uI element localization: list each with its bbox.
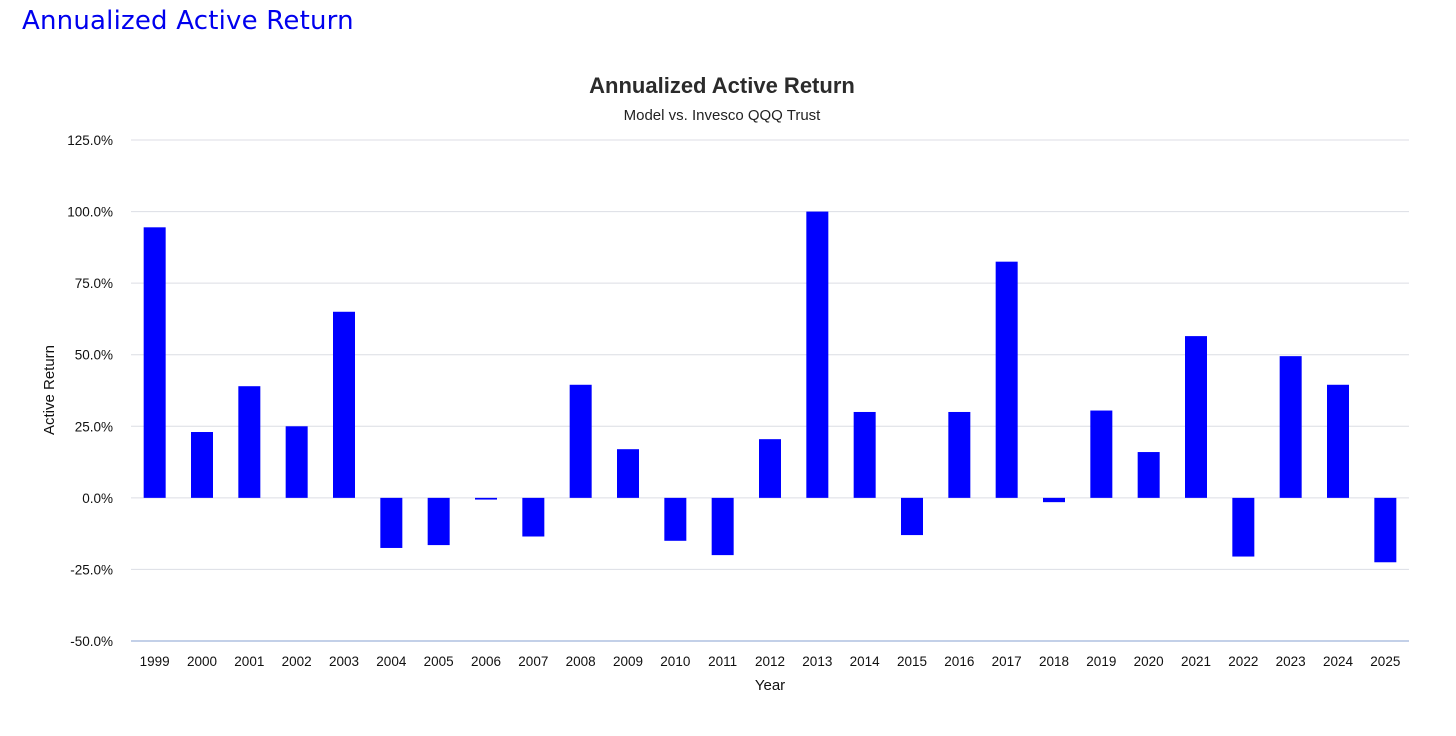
bar-2003 <box>333 311 355 498</box>
x-tick-label: 2004 <box>376 654 407 669</box>
gridlines <box>131 139 1409 642</box>
x-tick-label: 2019 <box>1086 654 1116 669</box>
bar-2006 <box>475 497 497 500</box>
y-tick-label: 125.0% <box>67 133 113 148</box>
x-tick-label: 2016 <box>944 654 974 669</box>
x-tick-label: 2009 <box>613 654 643 669</box>
bar-2007 <box>522 497 545 537</box>
x-tick-label: 2021 <box>1181 654 1211 669</box>
x-tick-label: 2020 <box>1134 654 1164 669</box>
bar-2002 <box>285 426 308 498</box>
y-tick-label: 75.0% <box>75 276 113 291</box>
x-tick-label: 2012 <box>755 654 785 669</box>
x-tick-label: 2018 <box>1039 654 1069 669</box>
y-tick-label: 50.0% <box>75 348 113 363</box>
bar-2009 <box>617 449 639 498</box>
bar-1999 <box>143 227 166 498</box>
bar-2012 <box>759 439 781 498</box>
y-tick-label: -50.0% <box>70 634 113 649</box>
bar-2024 <box>1327 384 1349 498</box>
x-tick-label: 2007 <box>518 654 548 669</box>
x-tick-label: 2010 <box>660 654 690 669</box>
x-tick-label: 2015 <box>897 654 927 669</box>
bar-2011 <box>711 497 734 556</box>
x-tick-label: 2000 <box>187 654 217 669</box>
x-tick-label: 2025 <box>1370 654 1400 669</box>
y-tick-labels: -50.0% -25.0% 0.0% 25.0% 50.0% 75.0% 100.0% 125… <box>67 133 113 649</box>
chart-subtitle: Model vs. Invesco QQQ Trust <box>624 107 822 124</box>
x-tick-label: 2003 <box>329 654 359 669</box>
bar-2022 <box>1232 497 1255 557</box>
bar-2014 <box>853 411 876 498</box>
x-tick-label: 2014 <box>850 654 881 669</box>
x-tick-label: 2023 <box>1276 654 1306 669</box>
bar-2019 <box>1090 410 1113 498</box>
bar-2017 <box>995 261 1018 498</box>
x-tick-label: 2011 <box>708 654 737 669</box>
x-tick-label: 2005 <box>424 654 454 669</box>
bar-2025 <box>1374 497 1397 563</box>
x-tick-labels: 1999 2000 2001 2002 2003 2004 2005 2006 2007 2008… <box>140 654 1401 669</box>
bar-2013 <box>806 211 829 498</box>
x-tick-label: 2024 <box>1323 654 1354 669</box>
page-heading: Annualized Active Return <box>22 6 354 36</box>
x-tick-label: 2002 <box>282 654 312 669</box>
bar-2010 <box>664 497 687 541</box>
y-tick-label: 0.0% <box>82 491 113 506</box>
y-axis-label: Active Return <box>41 345 58 435</box>
bar-2016 <box>948 411 971 498</box>
bar-2001 <box>238 386 261 498</box>
bar-2005 <box>427 497 450 546</box>
bar-2004 <box>380 497 403 548</box>
x-tick-label: 2006 <box>471 654 501 669</box>
x-tick-label: 1999 <box>140 654 170 669</box>
bar-2015 <box>901 497 923 536</box>
bar-2020 <box>1137 452 1160 498</box>
y-tick-label: 25.0% <box>75 419 113 434</box>
bars <box>143 211 1397 563</box>
x-tick-label: 2001 <box>234 654 264 669</box>
bar-2023 <box>1279 356 1302 498</box>
x-tick-label: 2017 <box>992 654 1022 669</box>
chart-title: Annualized Active Return <box>589 73 855 98</box>
y-tick-label: 100.0% <box>67 205 113 220</box>
bar-2021 <box>1185 336 1207 498</box>
bar-2018 <box>1043 497 1065 503</box>
x-tick-label: 2008 <box>566 654 596 669</box>
bar-2000 <box>191 432 213 498</box>
y-tick-label: -25.0% <box>70 562 113 577</box>
x-axis-label: Year <box>755 677 785 694</box>
x-tick-label: 2022 <box>1228 654 1258 669</box>
x-tick-label: 2013 <box>802 654 832 669</box>
bar-2008 <box>569 384 592 498</box>
